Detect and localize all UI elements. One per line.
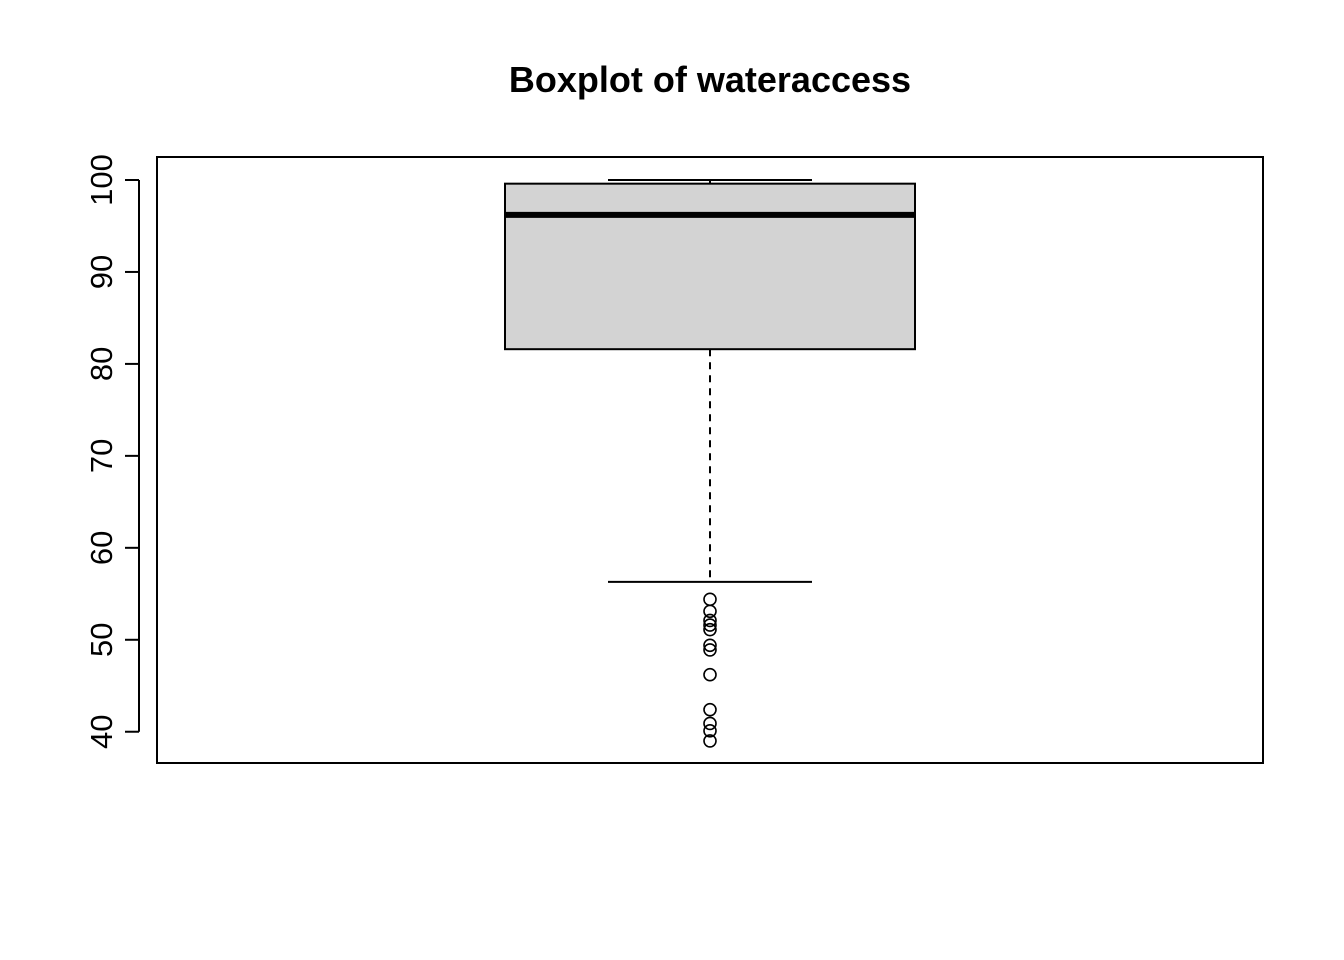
outlier-point xyxy=(703,613,717,628)
outlier-point xyxy=(703,604,717,619)
y-tick-label: 40 xyxy=(84,714,119,748)
y-tick-label: 60 xyxy=(84,531,119,565)
box-group xyxy=(504,178,916,583)
y-tick-label: 100 xyxy=(84,154,119,206)
outlier-point xyxy=(703,724,717,738)
y-tick-label: 90 xyxy=(84,255,119,289)
interquartile-box xyxy=(504,182,916,351)
y-tick-label: 80 xyxy=(84,347,119,381)
y-axis: 40 50 60 70 80 90 100 xyxy=(84,154,140,749)
outlier-point xyxy=(703,638,717,653)
y-tick-label: 50 xyxy=(84,623,119,657)
outlier-point xyxy=(703,667,717,682)
outlier-point xyxy=(703,618,717,632)
outlier-point xyxy=(703,734,717,748)
outlier-point xyxy=(703,622,717,637)
outlier-point xyxy=(703,702,717,717)
y-tick-label: 70 xyxy=(84,439,119,473)
outlier-point xyxy=(703,643,717,657)
outlier-point xyxy=(703,592,717,607)
outlier-point xyxy=(703,716,717,731)
plot-frame xyxy=(156,156,1264,764)
chart-title: Boxplot of wateraccess xyxy=(509,59,911,100)
outlier-group xyxy=(703,592,717,748)
